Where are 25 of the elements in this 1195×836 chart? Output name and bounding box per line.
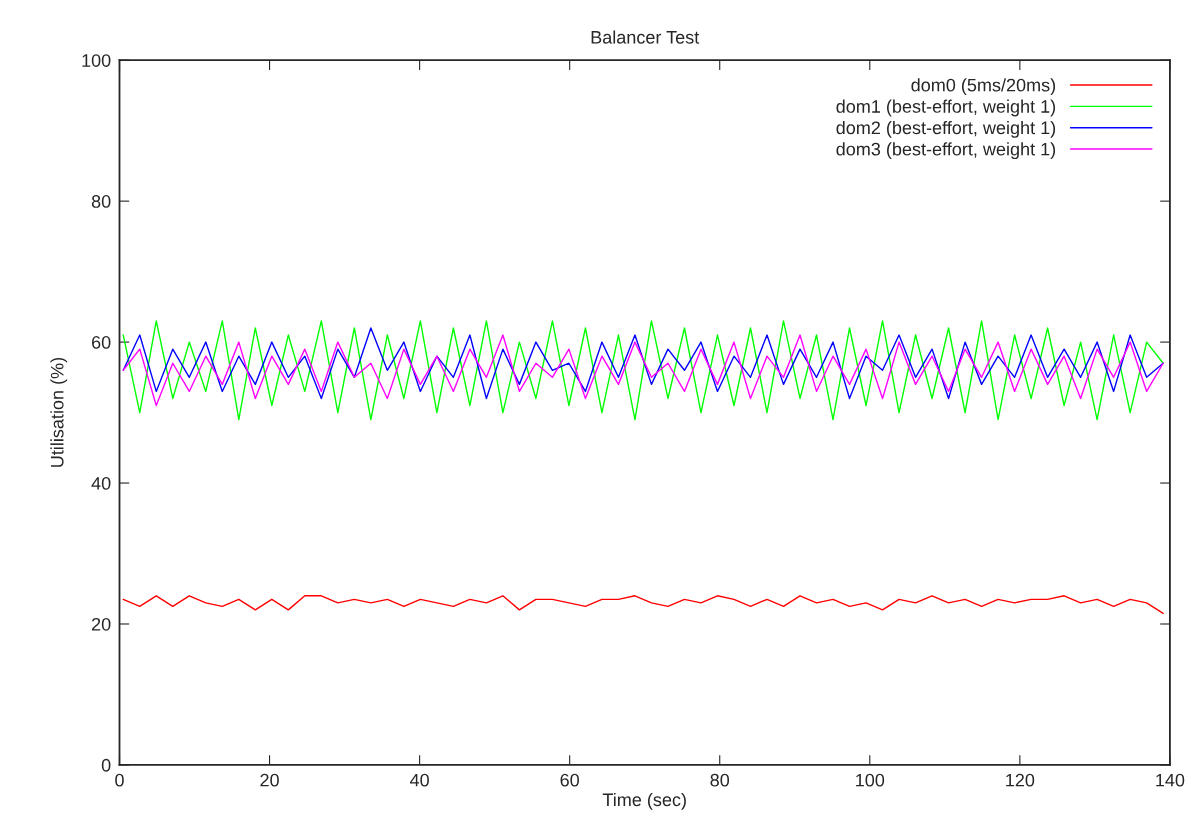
y-tick-label: 100 xyxy=(82,54,111,67)
y-tick-label: 20 xyxy=(91,617,111,631)
legend-label: dom2 (best-effort, weight 1) xyxy=(836,120,1056,138)
legend-label: dom1 (best-effort, weight 1) xyxy=(836,99,1056,117)
y-tick-label: 0 xyxy=(101,758,111,772)
x-axis-title: Time (sec) xyxy=(602,792,686,810)
chart-title: Balancer Test xyxy=(591,30,700,44)
x-tick-label: 40 xyxy=(409,773,429,787)
y-tick-label: 40 xyxy=(91,476,111,490)
x-tick-label: 140 xyxy=(1156,773,1185,787)
x-tick-label: 20 xyxy=(260,773,279,787)
x-tick-label: 80 xyxy=(710,773,730,787)
x-tick-label: 60 xyxy=(560,773,580,787)
x-tick-label: 120 xyxy=(1006,773,1035,787)
line-series xyxy=(122,320,1164,421)
line-series xyxy=(122,327,1164,400)
y-tick-label: 80 xyxy=(91,195,111,208)
line-series xyxy=(122,595,1164,615)
y-tick-label: 60 xyxy=(92,336,111,349)
legend-label: dom3 (best-effort, weight 1) xyxy=(836,142,1056,160)
y-axis-title: Utilisation (%) xyxy=(50,358,68,467)
x-tick-label: 0 xyxy=(115,773,124,787)
legend-label: dom0 (5ms/20ms) xyxy=(911,78,1056,96)
line-series xyxy=(122,334,1164,407)
x-tick-label: 100 xyxy=(856,773,885,787)
